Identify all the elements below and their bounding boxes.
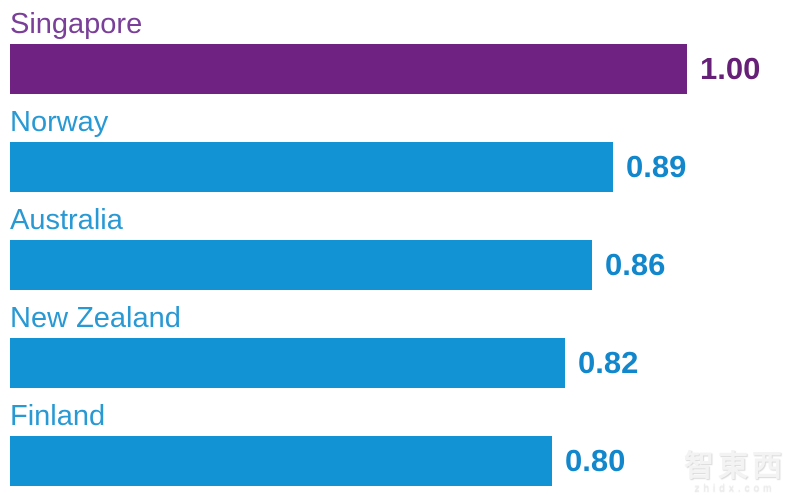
bar-norway bbox=[10, 142, 613, 192]
bar-singapore bbox=[10, 44, 687, 94]
bar-finland bbox=[10, 436, 552, 486]
chart-area: Singapore 1.00 Norway 0.89 Australia 0.8… bbox=[10, 5, 790, 495]
value-label-finland: 0.80 bbox=[565, 443, 626, 478]
bar-row: New Zealand 0.82 bbox=[10, 299, 790, 388]
bar-row: Finland 0.80 bbox=[10, 397, 790, 486]
bar-australia bbox=[10, 240, 592, 290]
bar-row: Singapore 1.00 bbox=[10, 5, 790, 94]
category-label-new-zealand: New Zealand bbox=[10, 302, 181, 334]
value-label-australia: 0.86 bbox=[605, 247, 666, 282]
value-label-new-zealand: 0.82 bbox=[578, 345, 639, 380]
category-label-finland: Finland bbox=[10, 400, 106, 432]
value-label-singapore: 1.00 bbox=[700, 51, 761, 86]
bar-row: Norway 0.89 bbox=[10, 103, 790, 192]
category-label-australia: Australia bbox=[10, 204, 123, 236]
category-label-norway: Norway bbox=[10, 106, 109, 138]
bar-new-zealand bbox=[10, 338, 565, 388]
category-label-singapore: Singapore bbox=[10, 8, 143, 40]
value-label-norway: 0.89 bbox=[626, 149, 687, 184]
bar-row: Australia 0.86 bbox=[10, 201, 790, 290]
